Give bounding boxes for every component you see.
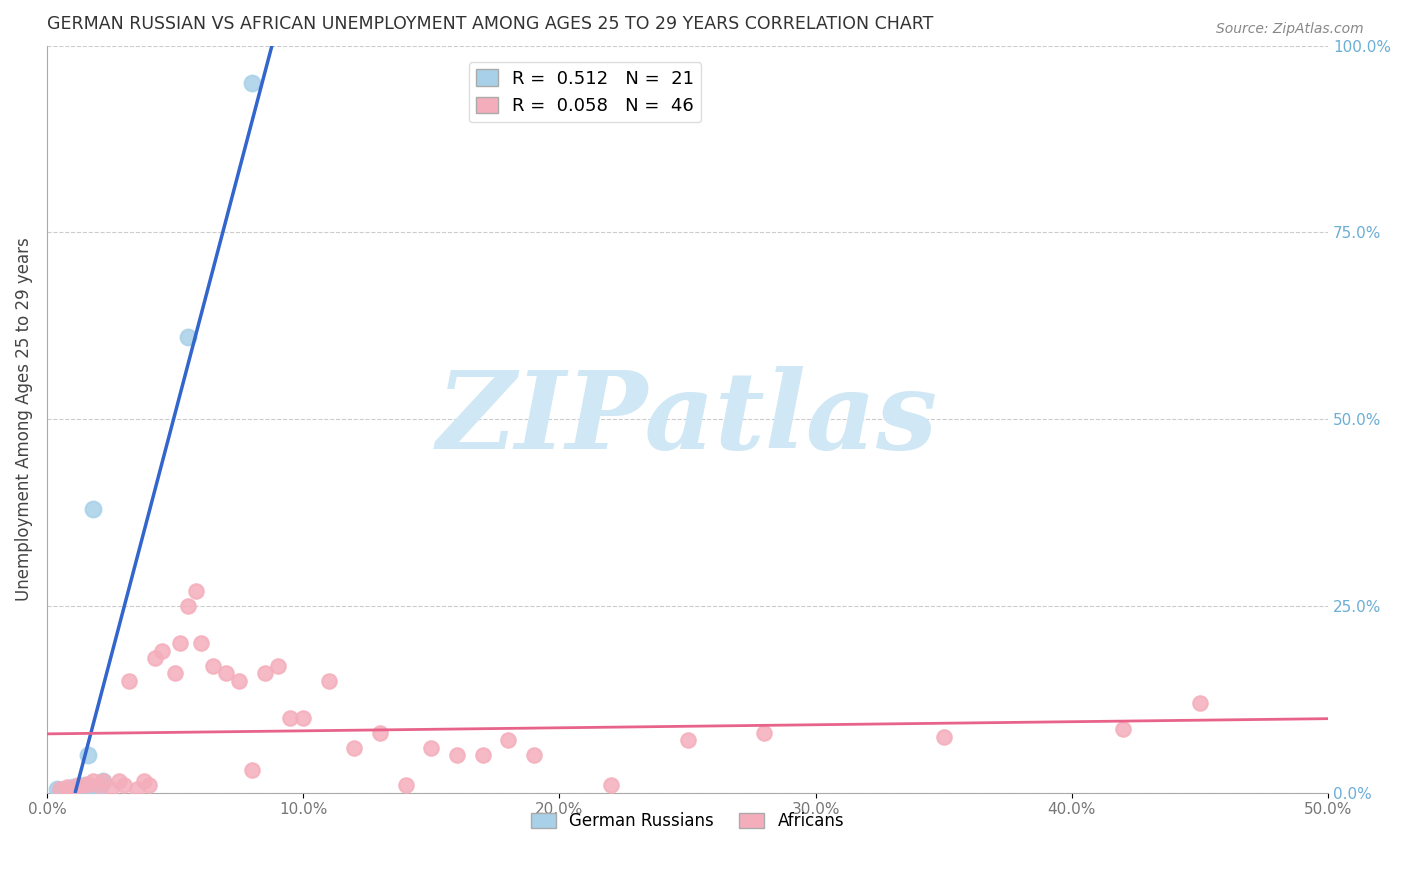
Point [75,783,97,797]
Point [69,781,91,796]
Point [84,782,107,797]
Legend: German Russians, Africans: German Russians, Africans [524,805,851,837]
Point [48,783,70,797]
Point [118,673,141,688]
Point [87,778,110,792]
Point [134,774,156,789]
Point [46,781,69,796]
Point [215,666,238,681]
Point [253,666,276,681]
Point [240,76,263,90]
Point [107,774,129,789]
Point [66,782,89,797]
Point [420,740,443,755]
Point [177,599,200,613]
Text: GERMAN RUSSIAN VS AFRICAN UNEMPLOYMENT AMONG AGES 25 TO 29 YEARS CORRELATION CHA: GERMAN RUSSIAN VS AFRICAN UNEMPLOYMENT A… [46,15,934,33]
Point [143,651,166,665]
Point [169,636,191,650]
Point [368,726,391,740]
Point [56,783,79,797]
Point [754,726,776,740]
Point [343,740,366,755]
Point [599,778,621,792]
Point [100,781,122,796]
Point [56,780,79,794]
Point [138,778,160,792]
Point [240,764,263,778]
Point [75,778,97,792]
Point [87,781,110,796]
Point [79,782,101,797]
Text: Source: ZipAtlas.com: Source: ZipAtlas.com [1216,22,1364,37]
Point [932,730,955,744]
Point [163,666,186,681]
Point [150,644,173,658]
Point [395,778,418,792]
Point [91,774,114,789]
Point [112,778,135,792]
Point [266,658,288,673]
Point [59,781,82,796]
Point [496,733,519,747]
Point [75,778,97,792]
Point [318,673,340,688]
Point [446,748,468,763]
Point [184,584,207,599]
Point [228,673,250,688]
Point [62,781,84,796]
Point [523,748,546,763]
Point [48,781,70,796]
Y-axis label: Unemployment Among Ages 25 to 29 years: Unemployment Among Ages 25 to 29 years [15,237,32,601]
Point [125,781,148,796]
Point [62,780,84,794]
Point [90,778,112,792]
Point [77,777,100,791]
Point [53,782,76,797]
Point [177,330,200,344]
Point [202,658,225,673]
Point [66,778,89,792]
Point [471,748,494,763]
Point [676,733,699,747]
Point [1188,696,1211,710]
Point [1112,722,1135,736]
Point [82,501,104,516]
Point [278,711,301,725]
Point [77,748,100,763]
Point [77,781,100,796]
Point [91,774,114,789]
Point [82,774,104,789]
Text: ZIPatlas: ZIPatlas [437,366,938,472]
Point [62,783,84,797]
Point [190,636,212,650]
Point [292,711,315,725]
